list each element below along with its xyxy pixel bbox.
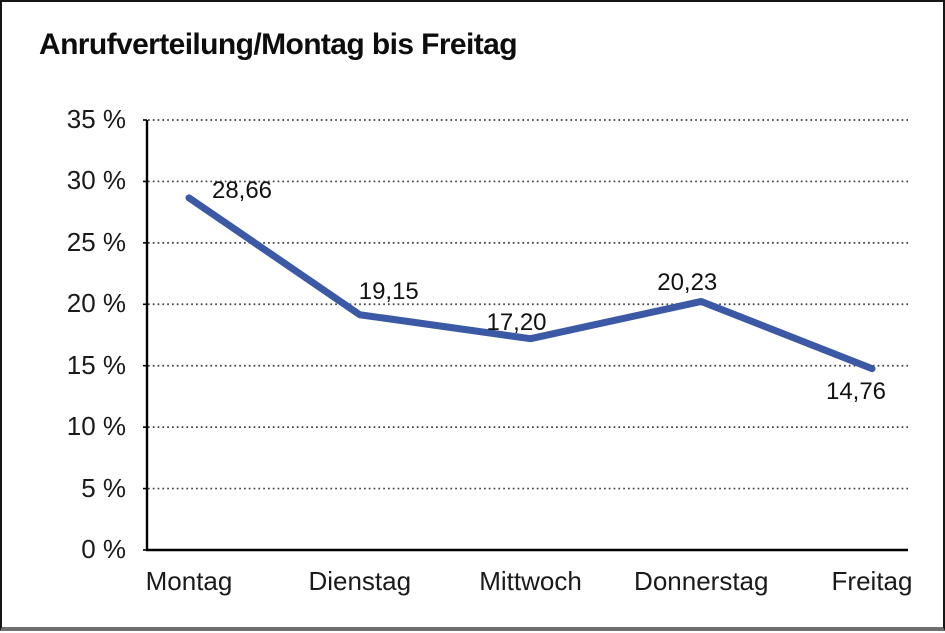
y-tick-label: 5 % xyxy=(81,472,126,503)
x-category-label: Donnerstag xyxy=(634,566,769,596)
data-point-label: 14,76 xyxy=(825,377,887,405)
data-point-label: 19,15 xyxy=(358,277,419,305)
x-category-label: Freitag xyxy=(831,566,913,596)
chart-title: Anrufverteilung/Montag bis Freitag xyxy=(39,28,518,61)
y-tick-label: 35 % xyxy=(66,103,126,134)
y-tick-label: 30 % xyxy=(66,165,126,196)
x-category-label: Montag xyxy=(145,566,233,596)
y-tick-label: 10 % xyxy=(66,411,126,442)
x-category-label: Mittwoch xyxy=(479,566,582,596)
data-point-label: 20,23 xyxy=(657,269,718,297)
x-category-label: Dienstag xyxy=(308,566,412,596)
y-tick-label: 0 % xyxy=(81,533,126,564)
y-tick-label: 25 % xyxy=(66,226,126,257)
data-point-label: 17,20 xyxy=(486,308,547,336)
y-tick-label: 20 % xyxy=(66,288,126,319)
series-line xyxy=(185,194,876,373)
data-point-label: 28,66 xyxy=(211,176,273,204)
y-tick-label: 15 % xyxy=(66,349,126,380)
